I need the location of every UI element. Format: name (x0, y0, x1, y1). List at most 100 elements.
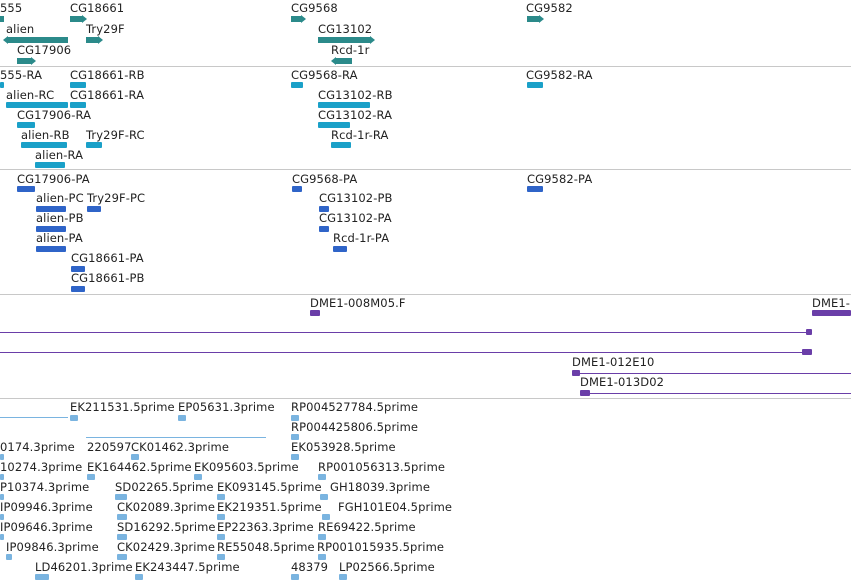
est-glyph[interactable] (115, 494, 127, 500)
est-glyph[interactable] (178, 415, 186, 421)
protein-label[interactable]: alien-PB (36, 211, 84, 225)
est-glyph[interactable] (291, 454, 299, 460)
est-label[interactable]: GH18039.3prime (330, 480, 431, 494)
transcript-label[interactable]: CG13102-RB (318, 88, 393, 102)
clone-glyph[interactable] (812, 310, 851, 316)
gene-label[interactable]: CG13102 (318, 22, 373, 36)
clone-glyph[interactable] (310, 310, 320, 316)
gene-glyph[interactable] (291, 16, 301, 22)
est-glyph[interactable] (291, 434, 299, 440)
est-label[interactable]: RP004527784.5prime (291, 400, 419, 414)
transcript-label[interactable]: CG18661-RA (70, 88, 145, 102)
protein-label[interactable]: CG9568-PA (292, 172, 358, 186)
est-label[interactable]: RP004425806.5prime (291, 420, 419, 434)
est-glyph[interactable] (291, 415, 299, 421)
est-glyph[interactable] (318, 534, 326, 540)
est-glyph[interactable] (291, 574, 299, 580)
est-label[interactable]: IP09846.3prime (6, 540, 99, 554)
clone-label[interactable]: DME1-008M05.F (310, 296, 406, 310)
protein-glyph[interactable] (71, 286, 85, 292)
transcript-glyph[interactable] (70, 102, 86, 108)
est-label[interactable]: EK093145.5prime (217, 480, 322, 494)
est-label[interactable]: LD46201.3prime (35, 560, 133, 574)
est-label[interactable]: EK243447.5prime (135, 560, 240, 574)
transcript-label[interactable]: 555-RA (0, 68, 43, 82)
gene-label[interactable]: Rcd-1r (331, 43, 370, 57)
est-glyph[interactable] (320, 494, 328, 500)
transcript-glyph[interactable] (291, 82, 303, 88)
gene-glyph[interactable] (86, 37, 98, 43)
est-glyph[interactable] (117, 534, 127, 540)
transcript-label[interactable]: CG18661-RB (70, 68, 145, 82)
protein-glyph[interactable] (36, 226, 66, 232)
est-glyph[interactable] (217, 534, 225, 540)
transcript-glyph[interactable] (0, 82, 4, 88)
est-label[interactable]: EK095603.5prime (194, 460, 299, 474)
est-glyph[interactable] (117, 554, 127, 560)
gene-label[interactable]: Try29F (86, 22, 125, 36)
protein-glyph[interactable] (71, 266, 85, 272)
est-glyph[interactable] (131, 454, 139, 460)
clone-span-line[interactable] (588, 393, 851, 394)
est-label[interactable]: SD16292.5prime (117, 520, 216, 534)
gene-label[interactable]: CG18661 (70, 1, 125, 15)
clone-label[interactable]: DME1- (812, 296, 851, 310)
est-glyph[interactable] (322, 514, 330, 520)
est-label[interactable]: EK053928.5prime (291, 440, 396, 454)
protein-label[interactable]: alien-PC (36, 191, 84, 205)
protein-label[interactable]: CG13102-PB (319, 191, 393, 205)
est-label[interactable]: FGH101E04.5prime (338, 500, 453, 514)
est-glyph[interactable] (0, 454, 4, 460)
clone-span-line[interactable] (0, 352, 806, 353)
est-glyph[interactable] (35, 574, 49, 580)
est-glyph[interactable] (87, 474, 95, 480)
clone-span-line[interactable] (578, 373, 851, 374)
gene-glyph[interactable] (527, 16, 539, 22)
gene-label[interactable]: CG17906 (17, 43, 72, 57)
transcript-glyph[interactable] (527, 82, 543, 88)
transcript-label[interactable]: Try29F-RC (86, 128, 145, 142)
est-label[interactable]: 220597 (87, 440, 132, 454)
est-glyph[interactable] (194, 474, 202, 480)
est-glyph[interactable] (135, 574, 143, 580)
est-label[interactable]: 48379 (291, 560, 329, 574)
protein-label[interactable]: CG13102-PA (319, 211, 392, 225)
protein-glyph[interactable] (527, 186, 543, 192)
est-glyph[interactable] (217, 554, 225, 560)
protein-glyph[interactable] (292, 186, 302, 192)
protein-glyph[interactable] (333, 246, 347, 252)
est-label[interactable]: EK164462.5prime (87, 460, 192, 474)
est-glyph[interactable] (117, 514, 127, 520)
protein-glyph[interactable] (36, 246, 66, 252)
transcript-glyph[interactable] (70, 82, 86, 88)
est-glyph[interactable] (318, 474, 326, 480)
transcript-label[interactable]: CG9568-RA (291, 68, 358, 82)
est-glyph[interactable] (217, 494, 225, 500)
gene-glyph[interactable] (70, 16, 82, 22)
est-glyph[interactable] (0, 494, 4, 500)
transcript-glyph[interactable] (331, 142, 351, 148)
transcript-glyph[interactable] (6, 102, 68, 108)
protein-label[interactable]: CG17906-PA (17, 172, 90, 186)
est-glyph[interactable] (70, 415, 78, 421)
protein-glyph[interactable] (17, 186, 35, 192)
transcript-label[interactable]: CG9582-RA (526, 68, 593, 82)
est-label[interactable]: LP02566.5prime (339, 560, 435, 574)
gene-glyph[interactable] (17, 58, 31, 64)
est-label[interactable]: P10374.3prime (0, 480, 90, 494)
est-glyph[interactable] (217, 514, 225, 520)
protein-label[interactable]: CG18661-PA (71, 251, 144, 265)
est-label[interactable]: SD02265.5prime (115, 480, 214, 494)
est-label[interactable]: EK211531.5prime (70, 400, 175, 414)
est-label[interactable]: EP05631.3prime (178, 400, 275, 414)
transcript-label[interactable]: alien-RC (6, 88, 55, 102)
clone-label[interactable]: DME1-012E10 (572, 355, 655, 369)
protein-glyph[interactable] (319, 206, 329, 212)
transcript-glyph[interactable] (21, 142, 67, 148)
gene-label[interactable]: 555 (0, 1, 23, 15)
est-glyph[interactable] (318, 554, 326, 560)
gene-glyph[interactable] (8, 37, 68, 43)
gene-glyph[interactable] (0, 16, 4, 22)
est-glyph[interactable] (339, 574, 347, 580)
protein-glyph[interactable] (36, 206, 66, 212)
